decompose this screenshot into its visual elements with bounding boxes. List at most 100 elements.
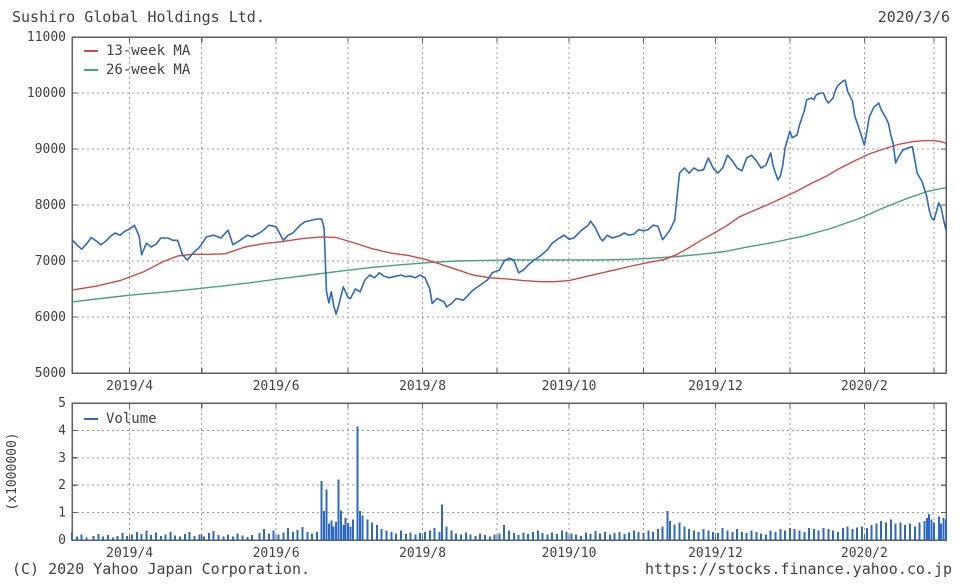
volume-bar (455, 533, 458, 540)
volume-bar (688, 529, 691, 540)
volume-bar (433, 527, 436, 540)
volume-bar (212, 531, 215, 540)
volume-bar (594, 531, 597, 540)
volume-bar (150, 535, 153, 540)
volume-bar (464, 532, 467, 540)
volume-bar (517, 535, 520, 540)
y-axis-label: 0 (58, 533, 66, 548)
volume-legend: Volume (84, 409, 157, 428)
volume-bar (315, 531, 318, 540)
volume-bar (330, 520, 333, 540)
volume-bar (498, 533, 501, 540)
y-axis-label: 10000 (27, 86, 66, 101)
volume-bar (169, 531, 172, 540)
volume-bar (697, 531, 700, 540)
volume-bar (159, 536, 162, 540)
volume-bar (438, 531, 441, 540)
x-axis-label: 2019/4 (106, 546, 153, 561)
volume-bar (618, 531, 621, 540)
ma26-line (71, 186, 947, 303)
volume-bar (760, 533, 763, 540)
y-axis-label: 7000 (35, 254, 66, 269)
volume-bar (846, 526, 849, 540)
volume-bar (479, 533, 482, 540)
volume-bar (769, 530, 772, 540)
volume-bar (385, 530, 388, 540)
volume-bar (469, 534, 472, 540)
x-axis-label: 2020/2 (841, 546, 888, 561)
volume-bar (503, 524, 506, 540)
volume-bar (236, 533, 239, 540)
copyright-text: (C) 2020 Yahoo Japan Corporation. (12, 560, 311, 578)
volume-bar (856, 527, 859, 540)
volume-bar (282, 532, 285, 540)
volume-bar (666, 511, 669, 540)
volume-bar (808, 527, 811, 540)
volume-bar (642, 533, 645, 540)
volume-bar (668, 520, 671, 540)
volume-unit-label: (x1000000) (5, 432, 20, 510)
volume-bar (721, 527, 724, 540)
price-legend: 13-week MA 26-week MA (84, 41, 190, 79)
volume-bar (327, 523, 330, 540)
volume-bar (155, 532, 157, 540)
volume-bar (637, 531, 640, 540)
volume-bar (532, 531, 534, 540)
volume-bar (740, 531, 743, 540)
volume-bar (484, 535, 486, 540)
volume-bar (837, 531, 839, 540)
y-axis-label: 5 (58, 396, 66, 411)
volume-bar (546, 534, 549, 540)
volume-bar (296, 530, 299, 540)
volume-bar (337, 479, 340, 540)
y-axis-label: 5000 (35, 366, 66, 381)
volume-bar (827, 529, 830, 540)
ma26-line-swatch (84, 68, 98, 71)
volume-bar (623, 534, 626, 540)
volume-bar (217, 535, 220, 540)
volume-bar (560, 530, 563, 540)
volume-bar (445, 526, 448, 540)
volume-bar (320, 481, 323, 540)
x-axis-label: 2019/10 (542, 546, 597, 561)
volume-bar (323, 511, 326, 540)
page-title: Sushiro Global Holdings Ltd. (12, 8, 265, 26)
volume-bar (755, 531, 758, 540)
volume-bar (673, 524, 676, 540)
volume-bar (913, 526, 916, 540)
volume-bar (97, 534, 100, 540)
volume-bar (272, 530, 275, 540)
volume-bar (613, 533, 616, 540)
volume-bar (188, 531, 191, 540)
volume-bar (899, 522, 902, 540)
volume-bar (145, 530, 148, 540)
volume-bar (460, 534, 462, 540)
volume-bar (647, 530, 650, 540)
volume-bar (570, 533, 573, 540)
volume-bar (342, 524, 345, 540)
legend-label-volume: Volume (106, 410, 157, 427)
volume-bar (121, 533, 124, 540)
volume-bar (111, 537, 114, 540)
volume-bar (311, 533, 314, 540)
volume-bar (116, 535, 119, 540)
y-axis-label: 3 (58, 451, 66, 466)
volume-bar (227, 534, 230, 540)
volume-bar (580, 535, 582, 540)
volume-bar (179, 536, 181, 540)
volume-bar (301, 526, 304, 540)
volume-bar (361, 515, 364, 540)
volume-bar (870, 525, 873, 540)
x-axis-label: 2019/10 (542, 379, 597, 394)
volume-bar (404, 534, 407, 540)
volume-bar (731, 531, 734, 540)
price-line (71, 79, 947, 316)
y-axis-label: 4 (58, 423, 66, 438)
volume-bar (575, 534, 578, 540)
ma13-line (71, 139, 947, 291)
volume-bar (880, 520, 883, 540)
volume-bar (424, 531, 426, 540)
volume-bar (894, 523, 897, 540)
volume-bar (937, 516, 940, 540)
volume-bar (339, 510, 342, 540)
